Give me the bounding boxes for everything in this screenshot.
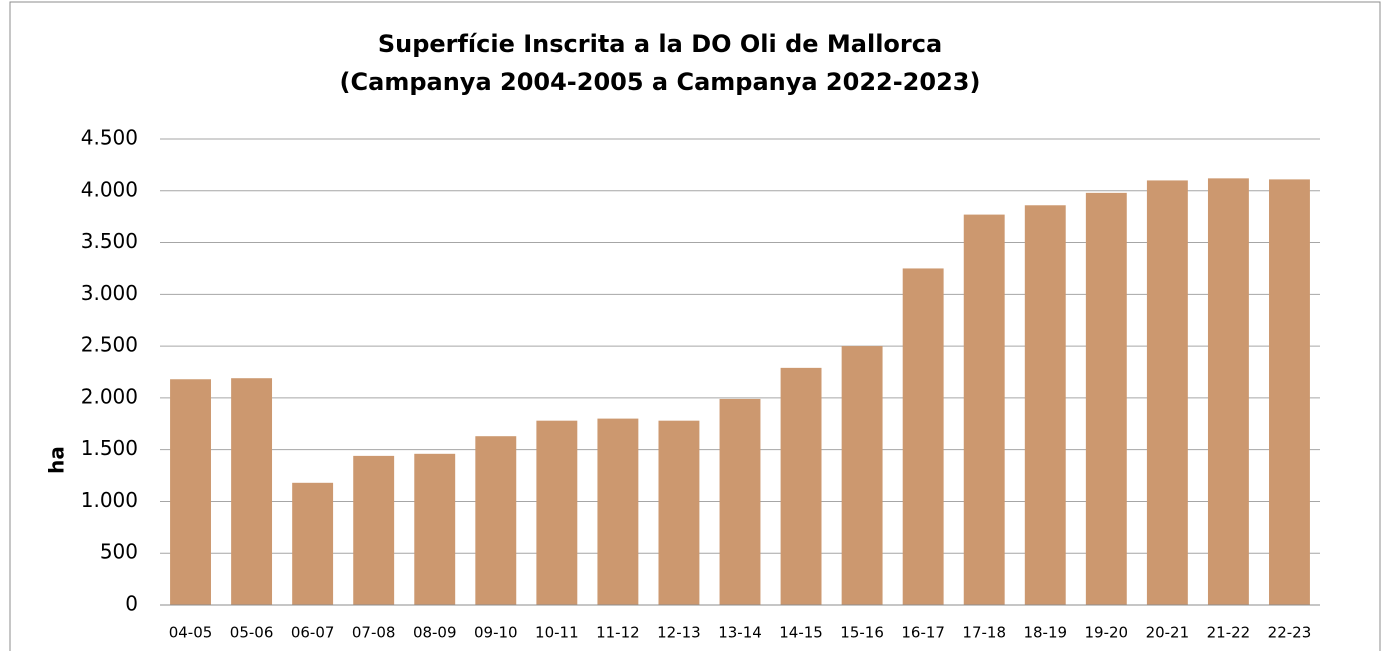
x-tick-label: 08-09 (413, 624, 457, 642)
x-tick-label: 05-06 (230, 624, 274, 642)
bar (1024, 205, 1066, 605)
x-tick-label: 16-17 (901, 624, 945, 642)
x-tick-label: 17-18 (962, 624, 1006, 642)
x-tick-label: 07-08 (352, 624, 396, 642)
bar (292, 482, 334, 605)
bar (841, 346, 883, 605)
y-tick-label: 2.000 (81, 384, 138, 408)
bar (1207, 178, 1249, 605)
x-tick-label: 12-13 (657, 624, 701, 642)
x-tick-label: 19-20 (1085, 624, 1129, 642)
x-tick-label: 18-19 (1023, 624, 1067, 642)
bar (170, 379, 211, 605)
y-axis-label: ha (45, 446, 69, 474)
bar (902, 268, 944, 605)
y-tick-label: 3.000 (81, 281, 138, 305)
chart-subtitle: (Campanya 2004-2005 a Campanya 2022-2023… (340, 68, 981, 96)
y-tick-label: 4.500 (81, 126, 138, 150)
y-tick-label: 1.000 (81, 488, 138, 512)
bar (658, 420, 700, 605)
x-tick-label: 04-05 (169, 624, 213, 642)
x-tick-label: 11-12 (596, 624, 640, 642)
y-tick-label: 1.500 (81, 436, 138, 460)
x-tick-label: 15-16 (840, 624, 884, 642)
bar (1146, 180, 1188, 605)
x-tick-label: 06-07 (291, 624, 335, 642)
y-tick-label: 3.500 (81, 229, 138, 253)
x-tick-label: 14-15 (779, 624, 823, 642)
chart-title: Superfície Inscrita a la DO Oli de Mallo… (378, 30, 942, 58)
x-tick-label: 22-23 (1268, 624, 1312, 642)
x-tick-label: 10-11 (535, 624, 579, 642)
bar (963, 214, 1005, 605)
y-tick-label: 2.500 (81, 333, 138, 357)
bar (414, 453, 456, 605)
bar (1269, 179, 1310, 606)
x-tick-label: 21-22 (1207, 624, 1251, 642)
x-tick-label: 20-21 (1146, 624, 1190, 642)
bar (475, 436, 517, 605)
bar (231, 378, 273, 605)
bar (597, 418, 639, 605)
bar (780, 367, 822, 605)
y-tick-label: 500 (100, 540, 138, 564)
bar (1085, 192, 1127, 606)
x-tick-label: 09-10 (474, 624, 518, 642)
x-tick-label: 13-14 (718, 624, 762, 642)
bar (536, 420, 578, 605)
y-tick-label: 4.000 (81, 177, 138, 201)
bar (353, 455, 395, 605)
y-tick-label: 0 (125, 592, 138, 616)
bar (719, 398, 761, 605)
